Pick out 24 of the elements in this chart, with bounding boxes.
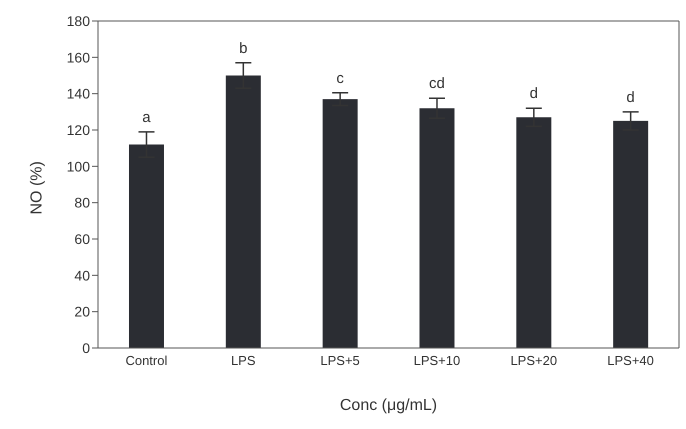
y-tick-label: 60 [74,230,90,247]
y-tick-label: 100 [66,158,90,174]
annotation: b [239,40,248,57]
y-axis-title: NO (%) [28,161,46,214]
y-tick-label: 120 [66,122,90,138]
annotation: d [530,85,538,102]
annotation: d [626,88,635,106]
y-tick-label: 0 [82,340,90,356]
x-tick-label: LPS+5 [320,353,360,368]
x-tick-label: Control [125,353,168,368]
x-tick-label: LPS+20 [510,353,558,368]
x-tick-label: LPS+40 [607,353,654,368]
annotation: a [142,108,152,126]
annotation: cd [428,75,445,92]
y-tick-label: 20 [74,304,90,320]
annotation: c [336,70,344,87]
y-tick-label: 140 [66,86,90,102]
y-tick-label: 180 [66,12,90,29]
x-axis-title: Conc (μg/mL) [340,397,438,414]
y-tick-label: 160 [66,49,90,66]
y-tick-label: 40 [74,267,90,284]
y-tick-label: 80 [74,194,90,211]
x-tick-label: LPS+10 [414,353,460,368]
x-tick-label: LPS [230,353,256,368]
